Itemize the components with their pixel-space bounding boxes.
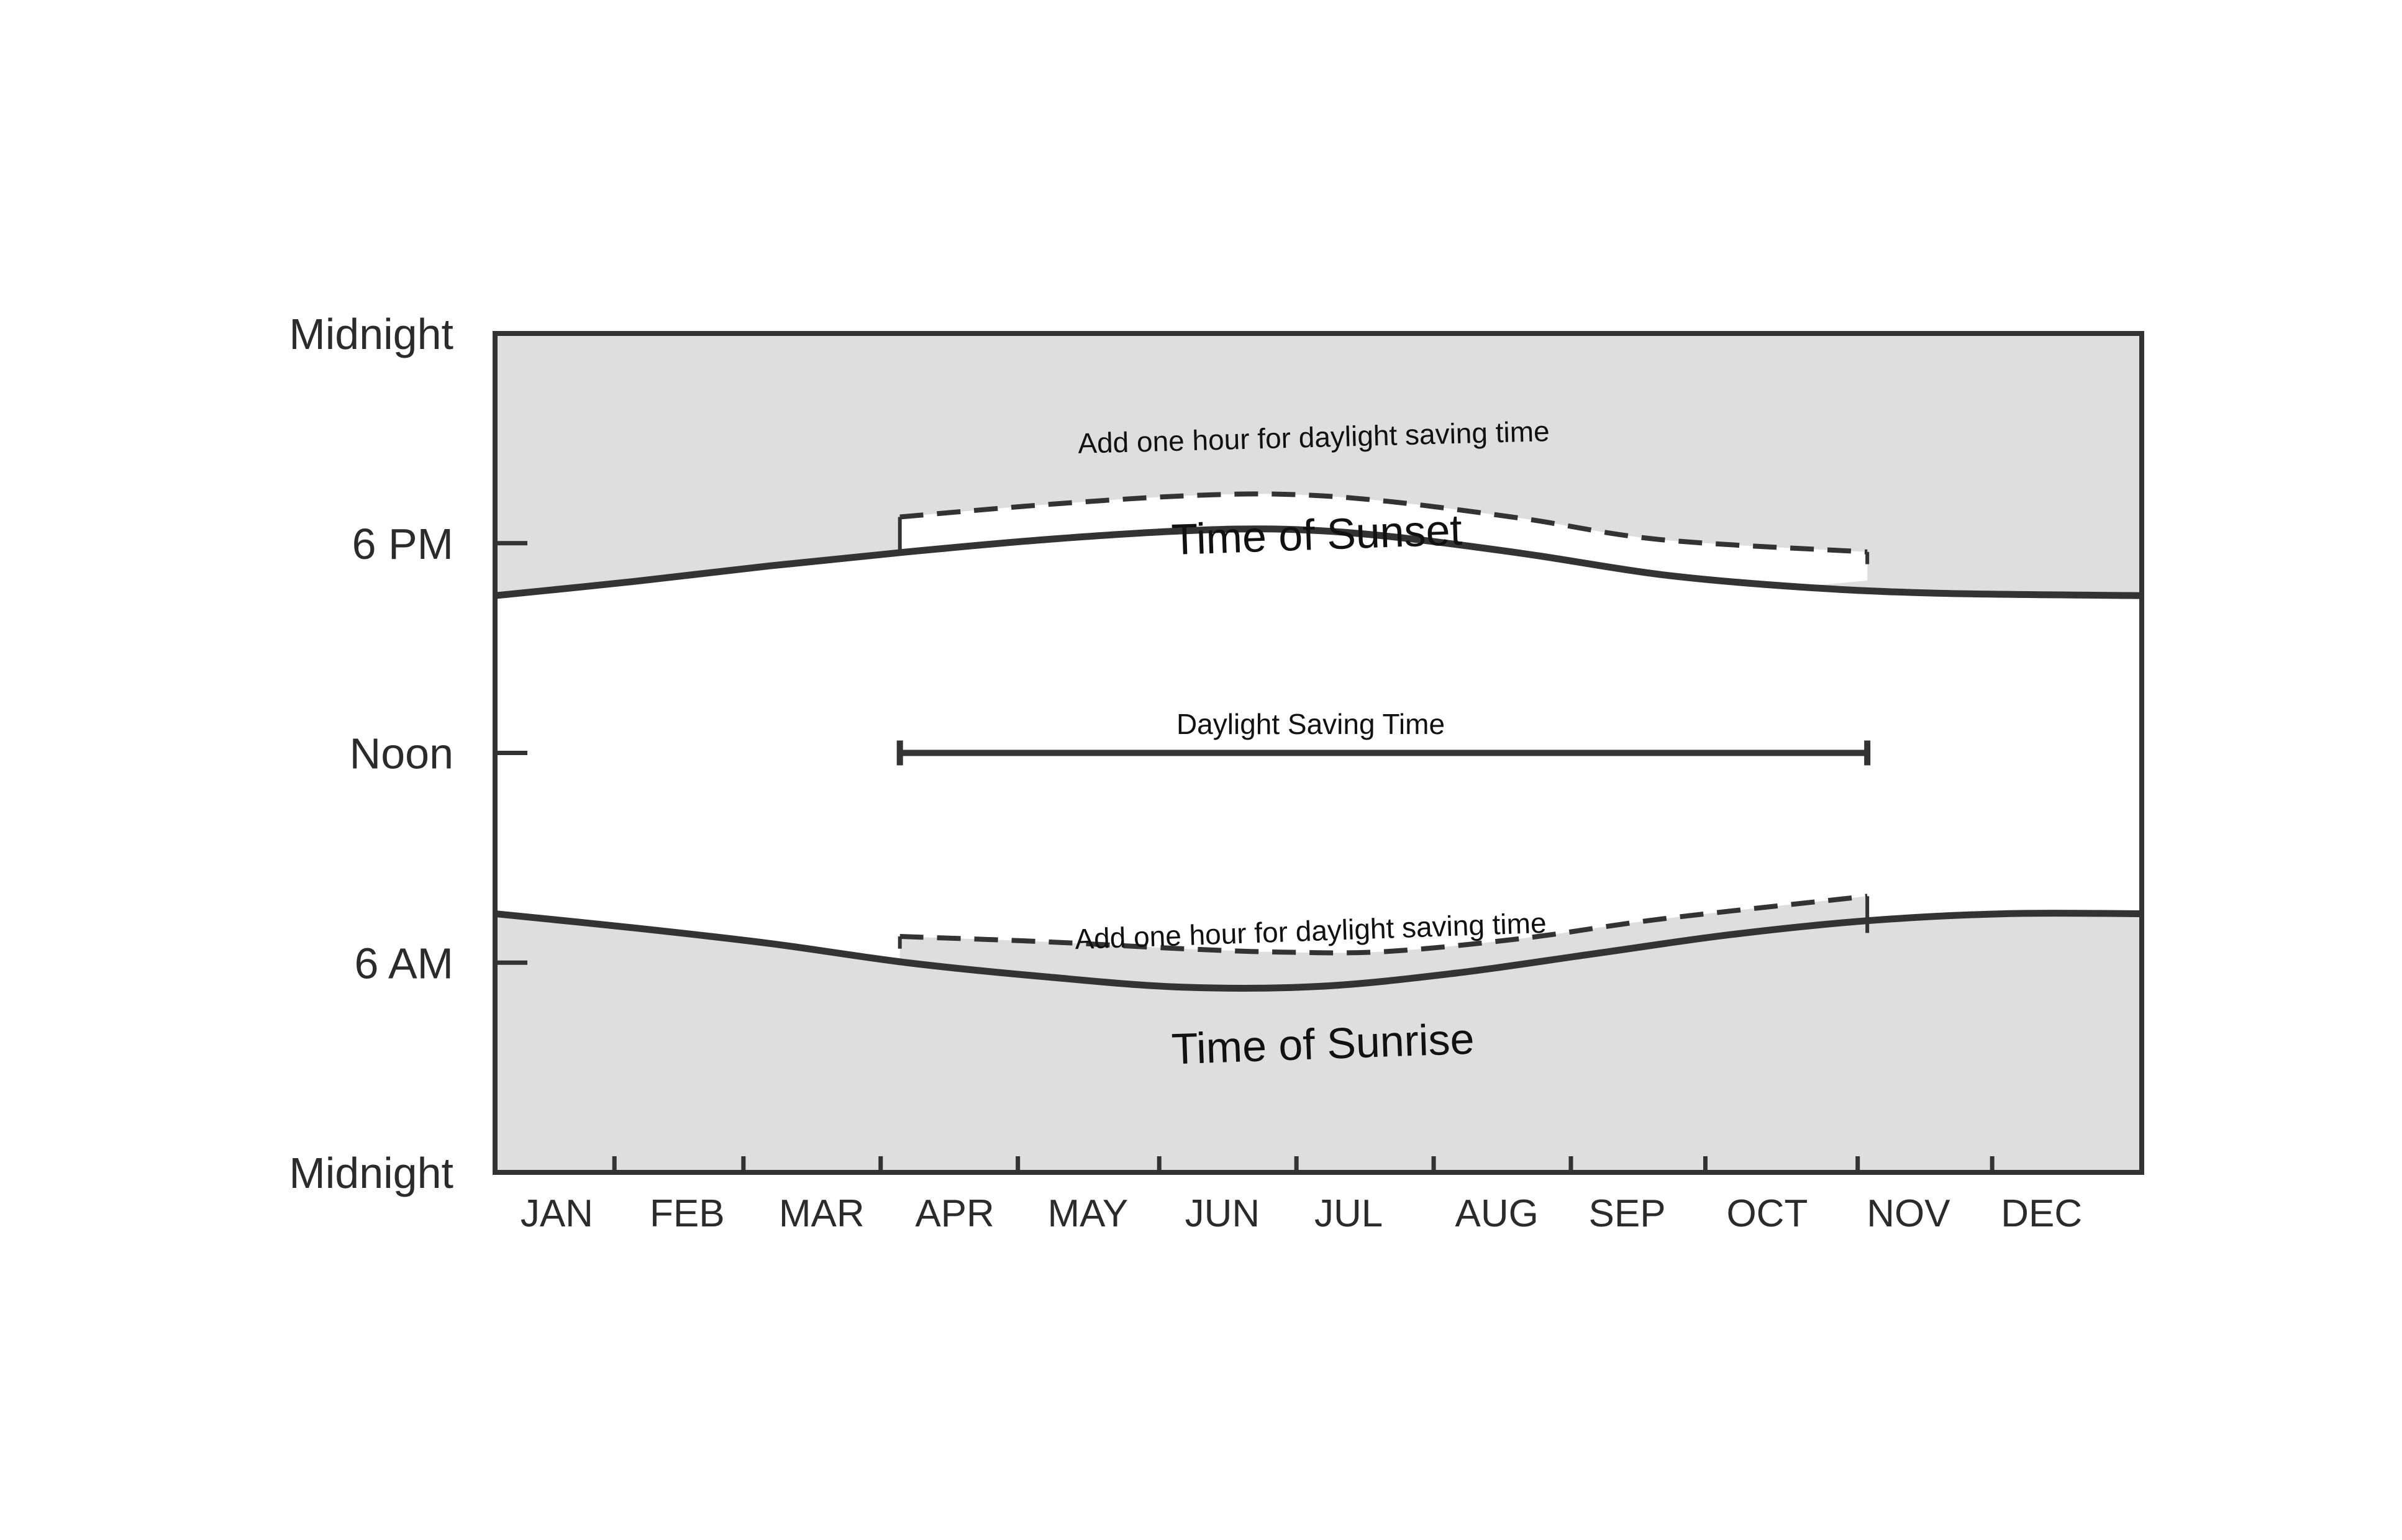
sunset-curve-label: Time of Sunset: [1171, 505, 1463, 564]
y-tick-label: 6 PM: [352, 520, 453, 568]
dst-evening-gain-band: [899, 494, 1868, 587]
dst-morning-dark-band: [899, 896, 1868, 987]
x-tick-label: JUN: [1185, 1192, 1260, 1235]
x-tick-label: FEB: [650, 1192, 725, 1235]
plot-frame-layer: [493, 331, 2144, 1175]
sunset-dst-curve: [899, 491, 1868, 555]
x-tick-label: JUL: [1314, 1192, 1383, 1235]
sunrise-dst-curve: [899, 894, 1868, 956]
y-tick-label: Noon: [350, 730, 453, 778]
dst-period-label: Daylight Saving Time: [1176, 708, 1445, 740]
sunrise-curve-label: Time of Sunrise: [1171, 1015, 1475, 1074]
x-tick-label: SEP: [1589, 1192, 1666, 1235]
night-region-morning: [495, 913, 2142, 1172]
x-tick-label: JAN: [521, 1192, 593, 1235]
sunset-curve: [494, 525, 2142, 599]
y-tick-label: 6 AM: [354, 939, 453, 987]
x-tick-label: OCT: [1726, 1192, 1808, 1235]
x-tick-label: MAY: [1047, 1192, 1128, 1235]
x-tick-label: APR: [915, 1192, 994, 1235]
x-tick-label: DEC: [2001, 1192, 2082, 1235]
night-fill-layer: [495, 333, 2142, 1172]
x-tick-label: AUG: [1455, 1192, 1539, 1235]
curve-layer: [494, 491, 2142, 992]
x-tick-label: NOV: [1867, 1192, 1950, 1235]
label-layer: Time of Sunset Time of Sunrise Add one h…: [289, 310, 2082, 1235]
y-tick-label: Midnight: [289, 1149, 453, 1197]
y-tick-label: Midnight: [289, 310, 453, 358]
x-tick-label: MAR: [779, 1192, 865, 1235]
